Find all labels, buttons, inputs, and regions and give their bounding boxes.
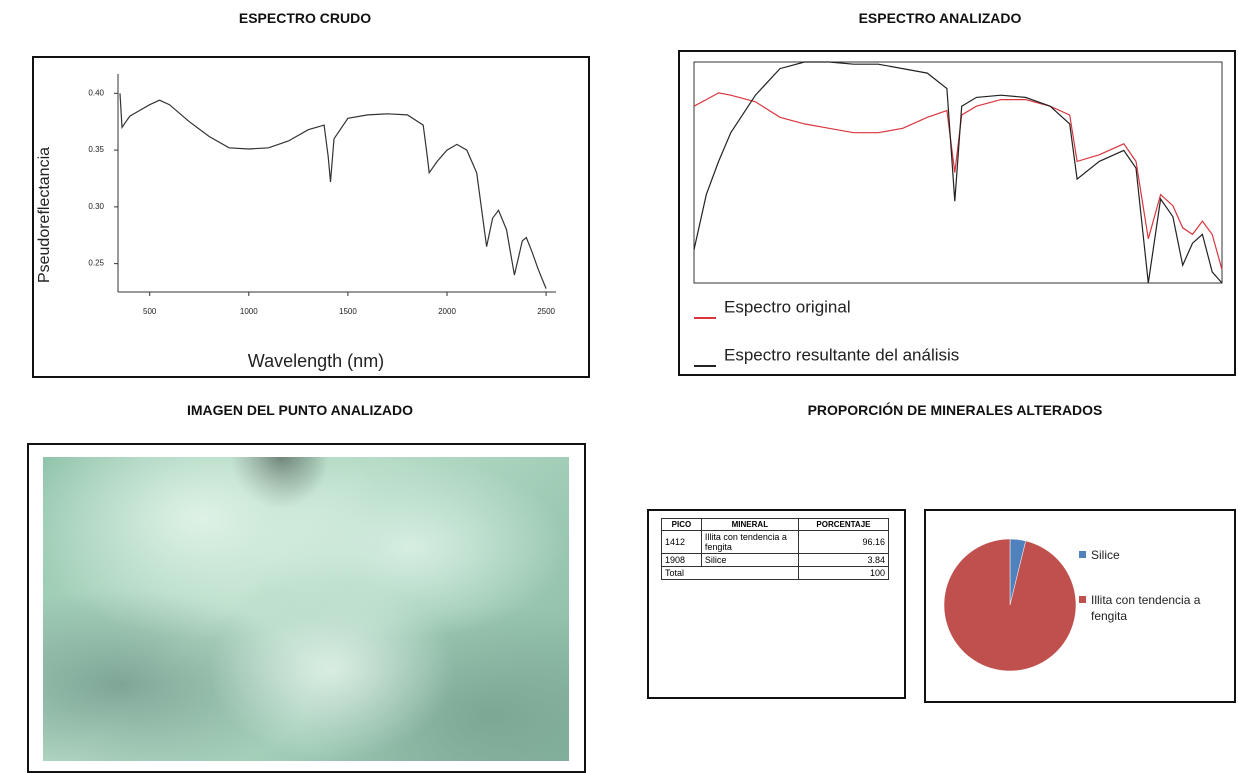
legend-label: Espectro original <box>724 297 851 316</box>
y-tick-label: 0.40 <box>88 88 104 97</box>
x-axis-label: Wavelength (nm) <box>248 351 384 371</box>
legend-swatch <box>1079 551 1086 558</box>
y-axis-label: Pseudoreflectancia <box>36 147 53 283</box>
spectrum-line <box>693 61 1223 284</box>
analyzed-title: ESPECTRO ANALIZADO <box>858 10 1022 26</box>
table-box: PICO MINERAL PORCENTAJE 1412 Illita con ten… <box>647 509 906 699</box>
raw-title: ESPECTRO CRUDO <box>238 10 372 26</box>
x-tick-label: 2500 <box>537 307 555 316</box>
y-tick-label: 0.25 <box>88 259 104 268</box>
raw-box <box>32 56 590 378</box>
proportion-title: PROPORCIÓN DE MINERALES ALTERADOS <box>807 402 1103 418</box>
y-tick-label: 0.35 <box>88 145 104 154</box>
sample-photo <box>43 457 569 761</box>
plot-frame <box>693 61 1223 284</box>
cell: 100 <box>797 566 890 580</box>
spectrum-line <box>119 93 547 289</box>
image-box <box>27 443 586 773</box>
legend-swatch <box>1079 596 1086 603</box>
x-tick-label: 1500 <box>339 307 357 316</box>
analyzed-box <box>678 50 1236 376</box>
legend-label: Illita con tendencia a fengita <box>1091 593 1201 623</box>
cell: Illita con tendencia a fengita <box>700 530 799 554</box>
pie-slice <box>943 538 1077 672</box>
y-tick-label: 0.30 <box>88 202 104 211</box>
image-title: IMAGEN DEL PUNTO ANALIZADO <box>186 402 414 418</box>
legend-label: Silice <box>1091 548 1120 562</box>
mineral-table: PICO MINERAL PORCENTAJE 1412 Illita con ten… <box>661 518 890 580</box>
spectrum-line <box>693 92 1223 270</box>
x-tick-label: 1000 <box>240 307 258 316</box>
x-tick-label: 500 <box>143 307 157 316</box>
x-tick-label: 2000 <box>438 307 456 316</box>
legend-label: Espectro resultante del análisis <box>724 345 959 364</box>
